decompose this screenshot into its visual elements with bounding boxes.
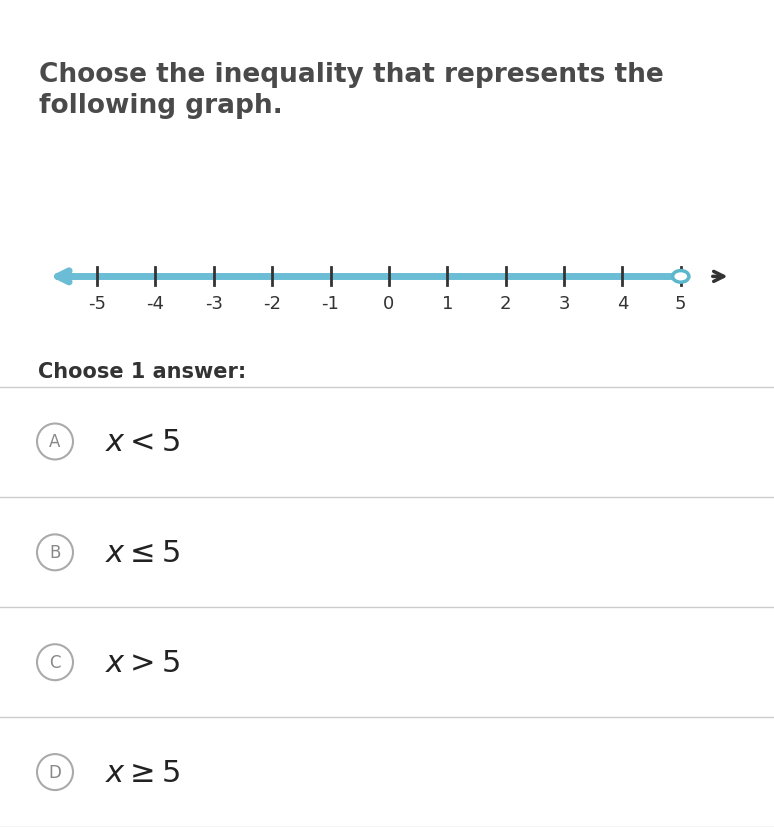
Circle shape [673,271,689,283]
Circle shape [37,424,73,460]
Text: -5: -5 [88,294,106,313]
Text: 2: 2 [500,294,512,313]
Text: 4: 4 [617,294,628,313]
Text: D: D [49,763,61,782]
Text: -2: -2 [263,294,281,313]
Circle shape [37,644,73,681]
Text: A: A [50,433,60,451]
Text: 1: 1 [442,294,453,313]
Text: $x \leq 5$: $x \leq 5$ [105,538,180,567]
Text: B: B [50,543,60,562]
Text: -4: -4 [146,294,164,313]
Text: Choose the inequality that represents the: Choose the inequality that represents th… [39,62,663,88]
Text: $x < 5$: $x < 5$ [105,428,180,457]
Circle shape [37,535,73,571]
Text: $x \geq 5$: $x \geq 5$ [105,758,180,786]
Text: 3: 3 [558,294,570,313]
Text: following graph.: following graph. [39,93,283,118]
Text: -3: -3 [205,294,223,313]
Text: 0: 0 [383,294,395,313]
Text: C: C [50,653,60,672]
Circle shape [37,754,73,790]
Text: 5: 5 [675,294,687,313]
Text: Choose 1 answer:: Choose 1 answer: [38,361,246,381]
Text: -1: -1 [322,294,340,313]
Text: $x > 5$: $x > 5$ [105,648,180,676]
